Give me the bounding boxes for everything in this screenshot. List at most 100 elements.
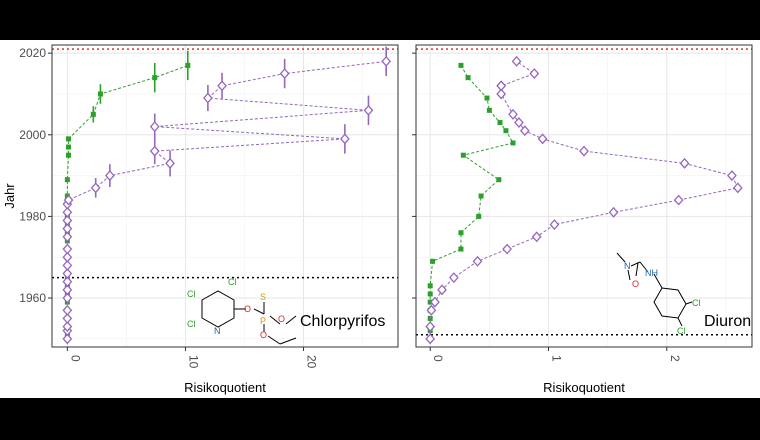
bond [253,308,265,315]
panel-border [415,44,753,348]
data-point-diamond [381,55,392,67]
data-point-square [458,230,464,236]
data-point-square [503,128,509,134]
chlorpyrifos-s: S [260,292,266,302]
data-point-diamond [279,68,290,80]
bond [279,337,297,345]
data-point-square [484,95,490,101]
data-point-diamond [62,276,73,288]
bond [616,252,626,263]
data-point-square [465,75,471,81]
y-tick-label: 1980 [19,209,46,223]
chlorpyrifos-o-1: O [244,304,251,314]
y-tick-label: 2020 [19,46,46,60]
diuron-cl-2: Cl [677,326,686,336]
chart-panel-1: 0 10 20 1960 1980 2000 2020 Risikoquotient Jahr [2,44,399,395]
diuron-label: Diuron [704,313,751,330]
data-point-diamond [165,157,175,169]
chlorpyrifos-n: N [214,326,221,336]
diuron-nh: NH [645,268,658,278]
chlorpyrifos-cl-2: Cl [228,277,237,287]
chart-canvas: 0 10 201960198020002020RisikoquotientJahr0… [2,44,753,395]
data-point-diamond [425,321,436,333]
chlorpyrifos-cl-1: Cl [187,289,196,299]
data-point-diamond [203,92,213,104]
data-point-square [496,177,502,183]
data-point-diamond [430,296,440,308]
data-point-square [427,291,433,297]
series-line-1 [429,65,514,339]
data-point-diamond [62,206,73,218]
bond [685,301,693,305]
data-point-diamond [149,145,160,157]
data-point-diamond [339,133,350,145]
data-point-diamond [673,194,684,206]
series-line-2 [429,60,739,339]
data-point-diamond [149,121,160,133]
diuron-cl-1: Cl [692,298,701,308]
data-point-diamond [62,251,73,263]
data-point-diamond [62,321,73,333]
x-tick-label: 1 [550,355,564,362]
chlorpyrifos-cl-3: Cl [187,319,196,329]
data-point-diamond [514,117,524,129]
chlorpyrifos-o-3: O [260,330,267,340]
data-point-diamond [62,292,73,304]
data-point-diamond [549,219,560,231]
panel-border [51,44,399,348]
data-point-square [97,91,103,97]
chlorpyrifos-label: Chlorpyrifos [300,313,385,330]
data-point-diamond [519,125,530,137]
data-point-square [427,315,433,321]
data-point-square [486,107,492,113]
data-point-square [64,177,70,183]
data-point-square [478,193,484,199]
y-axis-title: Jahr [2,183,17,209]
y-tick-label: 1960 [19,291,46,305]
diuron-structure [616,252,693,327]
data-point-square [458,62,464,68]
plot-background [52,45,398,347]
data-point-diamond [508,108,518,120]
data-point-diamond [62,243,73,255]
x-tick-label: 20 [305,355,319,369]
data-point-diamond [579,145,589,157]
bond [627,269,631,281]
x-axis-title: Risikoquotient [543,380,625,395]
data-point-diamond [679,157,690,169]
data-point-square [152,75,158,81]
data-point-diamond [62,268,73,280]
chlorpyrifos-o-2: O [278,314,285,324]
data-point-diamond [448,272,459,284]
data-point-diamond [437,284,447,296]
data-point-diamond [732,182,743,194]
data-point-square [497,120,503,126]
data-point-diamond [727,170,737,182]
chlorpyrifos-structure [201,290,297,345]
bond [677,317,683,327]
plot-background [416,45,752,347]
bond [630,261,641,267]
data-point-diamond [62,304,73,316]
data-point-square [66,152,72,158]
data-point-square [90,111,96,117]
data-point-diamond [426,304,437,316]
data-point-diamond [529,68,540,80]
data-point-diamond [62,312,73,324]
data-point-square [458,246,464,252]
bond [267,335,281,345]
figure-panel: 0 10 20 1960 1980 2000 2020 Risikoquotient Jahr 0… [0,40,760,398]
data-point-square [460,152,466,158]
bond [653,273,663,289]
data-point-diamond [63,194,74,206]
data-point-diamond [62,284,73,296]
data-point-diamond [502,243,512,255]
data-point-square [185,62,191,68]
data-point-diamond [62,223,73,235]
data-point-square [476,213,482,219]
data-point-diamond [537,133,548,145]
data-point-diamond [62,215,73,226]
pyridine-ring [201,290,235,328]
bond [639,261,649,273]
chart-panel-2: 0 1 2 Risikoquotient [412,44,753,395]
